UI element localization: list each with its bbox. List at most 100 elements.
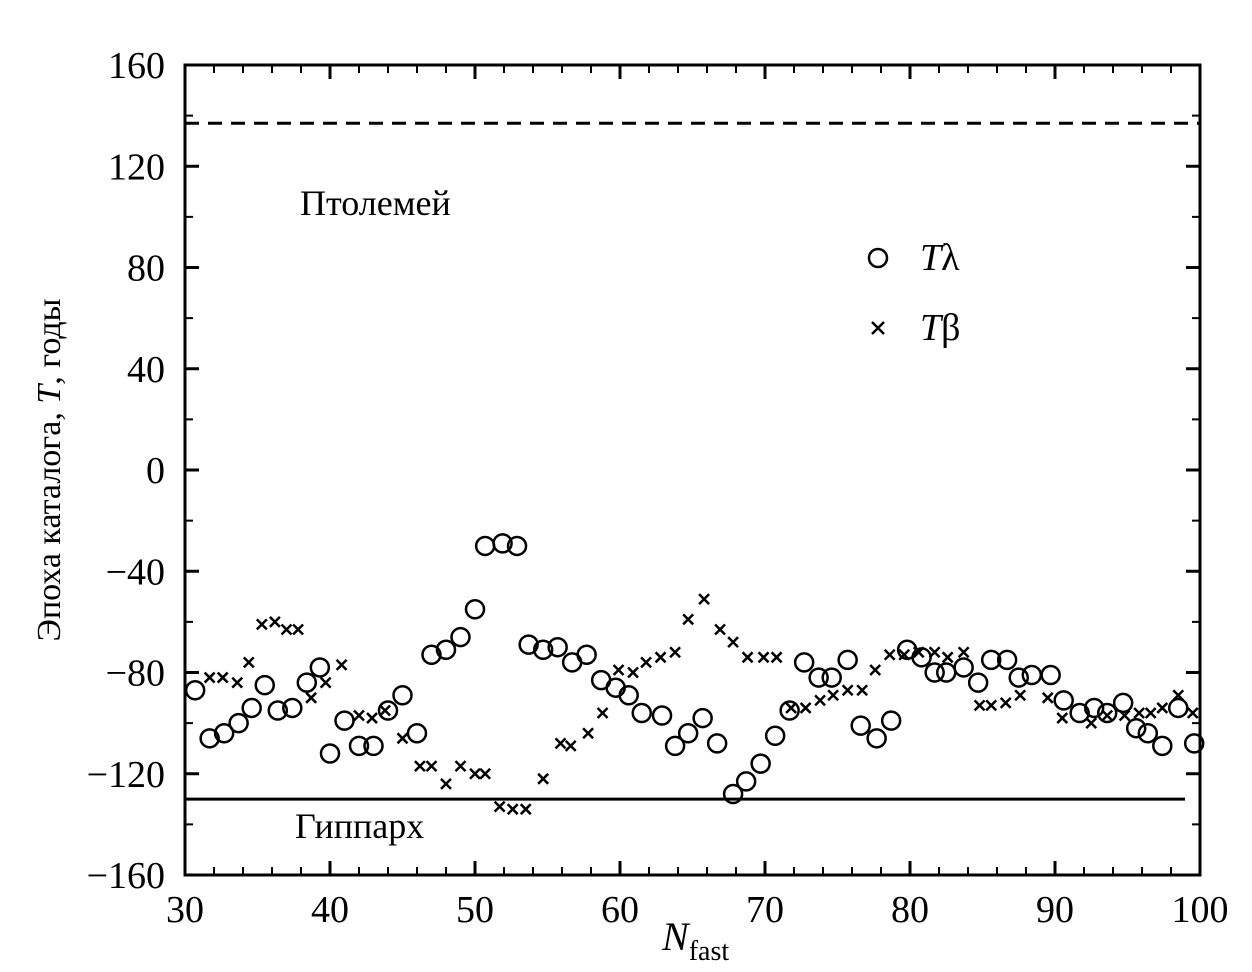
point-t-lambda (450, 626, 471, 648)
point-t-beta (957, 646, 970, 659)
point-t-beta (582, 727, 594, 740)
y-tick-label: 0 (146, 450, 165, 492)
point-t-beta (353, 709, 365, 722)
point-t-lambda (1112, 692, 1134, 714)
annotation-hipparchus: Гиппарх (295, 806, 424, 846)
x-tick-label: 90 (1036, 889, 1074, 931)
point-t-beta (827, 689, 840, 702)
point-t-lambda (651, 705, 673, 726)
point-t-lambda (576, 644, 597, 666)
point-t-beta (242, 656, 255, 669)
point-t-beta (292, 623, 304, 636)
point-t-beta (554, 737, 567, 750)
point-t-lambda (267, 700, 289, 721)
point-t-beta (627, 666, 639, 679)
point-t-beta (814, 694, 826, 707)
point-t-lambda (764, 725, 786, 747)
point-t-beta (1056, 712, 1069, 724)
point-t-lambda (296, 672, 318, 693)
point-t-lambda (793, 652, 815, 673)
y-tick-label: 120 (108, 146, 165, 188)
point-t-beta (231, 676, 244, 689)
point-t-lambda (692, 707, 713, 729)
point-t-lambda (421, 644, 442, 666)
point-t-beta (269, 615, 281, 628)
point-t-beta (1118, 709, 1131, 722)
point-t-lambda (953, 657, 974, 678)
point-t-lambda (706, 733, 728, 754)
point-t-beta (799, 702, 812, 714)
point-t-beta (1041, 691, 1054, 704)
legend-label-t-lambda: Tλ (920, 237, 960, 279)
point-t-beta (1144, 707, 1157, 719)
legend-circle-marker (867, 247, 889, 269)
point-t-lambda (850, 715, 871, 736)
point-t-lambda (924, 662, 945, 683)
point-t-beta (973, 699, 986, 712)
point-t-beta (698, 593, 710, 605)
point-t-lambda (866, 728, 887, 749)
point-t-beta (928, 646, 941, 659)
point-t-lambda (406, 723, 428, 744)
point-t-lambda (1137, 723, 1159, 744)
legend-x-marker (871, 321, 885, 335)
y-axis-label: Эпоха каталога, T, годы (31, 298, 68, 641)
point-t-lambda (319, 743, 341, 764)
annotation-ptolemy: Птолемей (300, 183, 451, 223)
point-t-lambda (1125, 717, 1147, 739)
point-t-beta (912, 646, 925, 659)
point-t-beta (379, 704, 391, 717)
point-t-lambda (392, 685, 413, 706)
point-t-beta (414, 760, 426, 773)
point-t-beta (305, 691, 318, 704)
point-t-beta (727, 636, 739, 649)
x-tick-label: 50 (456, 889, 494, 931)
point-t-lambda (363, 735, 384, 757)
point-t-beta (856, 684, 869, 697)
point-t-beta (564, 740, 577, 752)
point-t-beta (519, 803, 532, 816)
axis-tick-labels: 30 40 50 60 70 80 90 100 160 120 80 40 0 −40 −80 −120 −1… (87, 45, 1229, 931)
point-t-beta (770, 651, 783, 664)
point-t-lambda (474, 535, 496, 557)
x-tick-label: 30 (166, 889, 204, 931)
point-t-beta (1186, 707, 1199, 719)
point-t-beta (669, 646, 681, 659)
x-tick-label: 80 (891, 889, 929, 931)
point-t-lambda (1152, 735, 1173, 757)
point-t-beta (714, 623, 726, 636)
legend-label-t-beta: Tβ (920, 307, 960, 349)
point-t-lambda (1096, 702, 1118, 724)
point-t-beta (999, 696, 1012, 709)
point-t-beta (841, 684, 854, 697)
reference-lines (185, 121, 1200, 801)
point-t-beta (757, 651, 770, 664)
point-t-lambda (1069, 702, 1090, 724)
point-t-lambda (735, 771, 757, 792)
point-t-lambda (492, 533, 513, 554)
point-t-lambda (334, 710, 355, 731)
point-t-beta (537, 772, 550, 785)
point-t-beta (883, 648, 896, 661)
point-t-lambda (808, 667, 829, 688)
point-t-lambda (1083, 697, 1105, 719)
point-t-beta (785, 702, 797, 714)
point-t-beta (454, 760, 467, 773)
point-t-beta (898, 648, 911, 661)
point-t-beta (612, 664, 625, 676)
point-t-lambda (837, 649, 858, 671)
y-tick-label: −120 (87, 754, 165, 796)
point-t-beta (319, 676, 332, 689)
x-tick-label: 40 (311, 889, 349, 931)
point-t-lambda (967, 672, 989, 693)
point-t-lambda (1008, 667, 1029, 688)
axis-ticks (183, 63, 1202, 877)
point-t-lambda (1183, 733, 1205, 754)
y-tick-label: 160 (108, 45, 165, 87)
point-t-beta (985, 699, 998, 712)
point-t-lambda (309, 657, 331, 678)
point-t-beta (425, 760, 438, 773)
point-t-lambda (228, 712, 249, 734)
point-t-lambda (377, 700, 399, 721)
point-t-lambda (980, 649, 1002, 671)
